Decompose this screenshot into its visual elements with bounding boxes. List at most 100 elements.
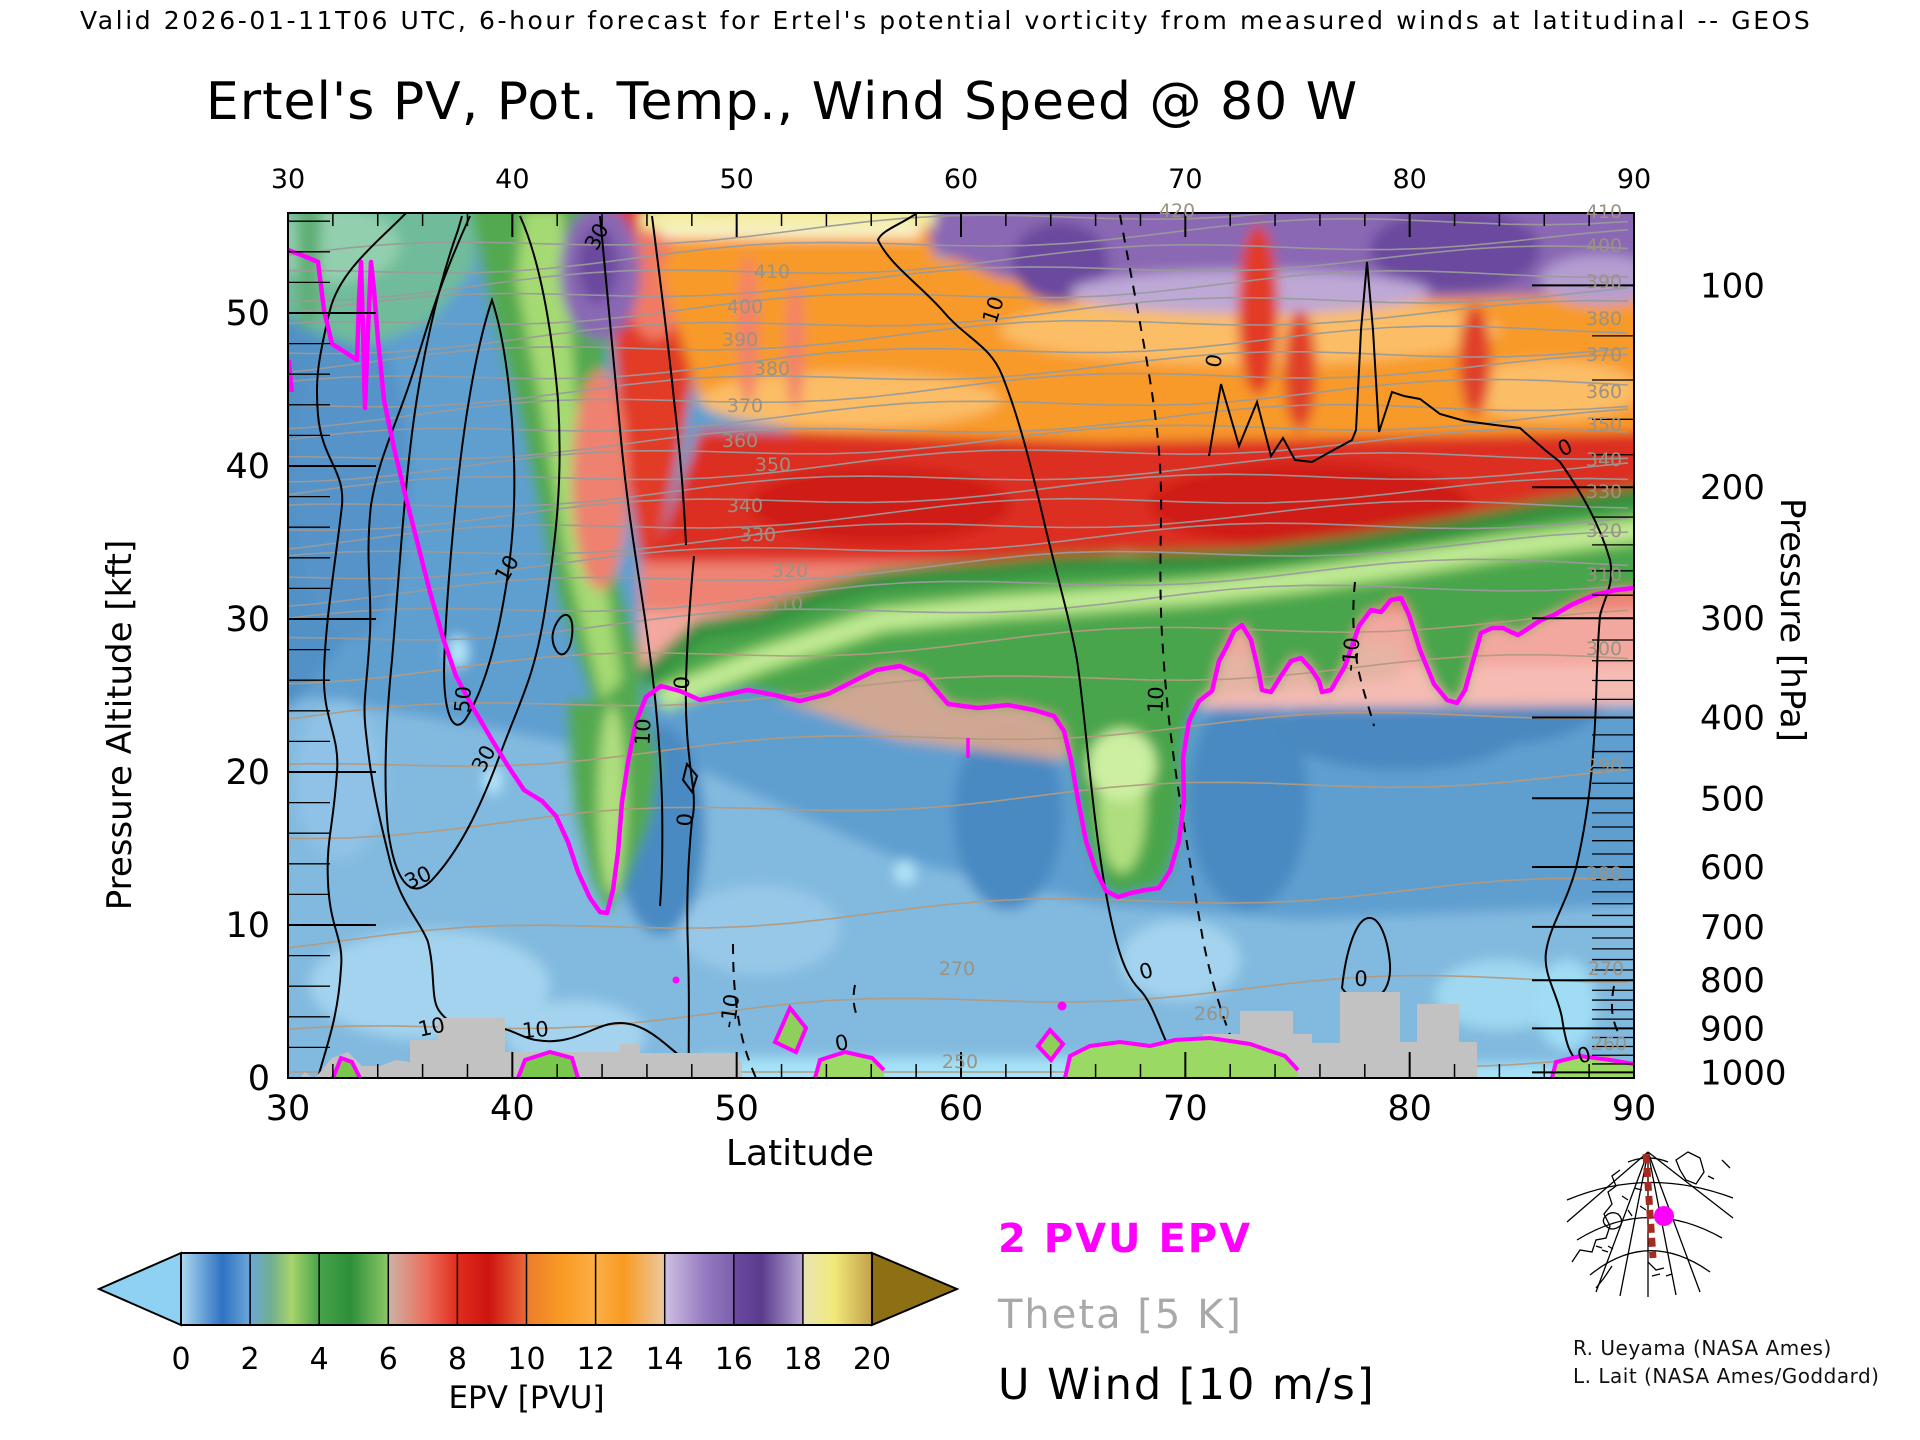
theta-line xyxy=(288,877,1629,949)
lat-label-bottom: 90 xyxy=(1612,1089,1657,1129)
theta-contour-label: 410 xyxy=(1586,201,1622,223)
lat-label-bottom: 70 xyxy=(1163,1089,1208,1129)
kft-label: 0 xyxy=(248,1059,270,1099)
theta-contour-label: 340 xyxy=(727,495,763,517)
theta-contour-label: 310 xyxy=(767,593,803,615)
theta-line xyxy=(288,403,1629,461)
theta-line xyxy=(288,531,1629,607)
lat-label-top: 40 xyxy=(495,164,529,195)
valid-time-header: Valid 2026-01-11T06 UTC, 6-hour forecast… xyxy=(80,6,1813,35)
inset-location-marker xyxy=(1654,1206,1674,1226)
theta-line xyxy=(288,347,1629,408)
theta-contour-label: 300 xyxy=(1586,638,1622,660)
kft-label: 10 xyxy=(225,906,270,946)
credit-line-2: L. Lait (NASA Ames/Goddard) xyxy=(1573,1364,1880,1388)
wind-contour-label: 0 xyxy=(1575,1042,1594,1069)
theta-contour-label: 400 xyxy=(1586,235,1622,257)
theta-line xyxy=(288,517,1629,580)
hpa-label: 100 xyxy=(1700,266,1765,306)
theta-contour-label: 380 xyxy=(754,358,790,380)
lat-label-bottom: 80 xyxy=(1387,1089,1432,1129)
theta-line xyxy=(288,245,1629,314)
page-title: Ertel's PV, Pot. Temp., Wind Speed @ 80 … xyxy=(205,72,1359,132)
hpa-label: 700 xyxy=(1700,908,1765,948)
colorbar-tick-label: 16 xyxy=(715,1342,753,1377)
colorbar-cell xyxy=(733,1253,803,1325)
theta-line xyxy=(288,462,1629,532)
colorbar-cell xyxy=(181,1253,251,1325)
axis-ticks xyxy=(287,213,1635,1079)
theta-line xyxy=(288,584,1629,641)
wind-contour-label: 10 xyxy=(631,718,656,746)
lat-label-bottom: 30 xyxy=(266,1089,311,1129)
lat-label-top: 70 xyxy=(1168,164,1202,195)
colorbar-cell xyxy=(595,1253,665,1325)
colorbar-tick-label: 18 xyxy=(784,1342,822,1377)
theta-contour-label: 370 xyxy=(1586,344,1622,366)
theta-contour-label: 270 xyxy=(1588,958,1624,980)
lat-label-top: 80 xyxy=(1392,164,1426,195)
theta-line xyxy=(288,353,1629,430)
kft-label: 50 xyxy=(225,294,270,334)
colorbar-tick-label: 10 xyxy=(507,1342,545,1377)
theta-line xyxy=(288,378,1629,441)
theta-contour-label: 390 xyxy=(722,329,758,351)
legend-theta: Theta [5 K] xyxy=(998,1292,1243,1338)
wind-contour-label: 10 xyxy=(521,1017,550,1043)
theta-contour-label: 400 xyxy=(727,296,763,318)
lat-label-top: 50 xyxy=(719,164,753,195)
theta-line xyxy=(288,653,1629,720)
lat-label-top: 30 xyxy=(271,164,305,195)
wind-contour-label: 0 xyxy=(673,813,697,827)
theta-line xyxy=(288,217,1629,274)
hpa-label: 400 xyxy=(1700,698,1765,738)
theta-contour-label: 320 xyxy=(1586,520,1622,542)
wind-contour-label: -10 xyxy=(1338,636,1365,672)
colorbar-tick-label: 20 xyxy=(853,1342,891,1377)
theta-contour-label: 270 xyxy=(939,958,975,980)
theta-line xyxy=(288,213,1280,257)
theta-contour-label: 410 xyxy=(754,261,790,283)
colorbar-cell xyxy=(457,1253,527,1325)
theta-line xyxy=(288,609,1629,685)
colorbar-cell xyxy=(388,1253,458,1325)
wind-contour-label: 0 xyxy=(1354,967,1367,991)
hpa-label: 300 xyxy=(1700,599,1765,639)
hpa-label: 200 xyxy=(1700,468,1765,508)
kft-label: 20 xyxy=(225,753,270,793)
colorbar-over-arrow xyxy=(871,1251,960,1327)
theta-contour-label: 360 xyxy=(1586,381,1622,403)
wind-contour-label: -10 xyxy=(716,992,745,1029)
theta-line xyxy=(288,500,1629,557)
colorbar-under-arrow xyxy=(96,1251,182,1327)
colorbar-tick-label: 2 xyxy=(241,1342,260,1377)
theta-contour-label: 420 xyxy=(1159,200,1195,222)
hpa-label: 1000 xyxy=(1700,1053,1787,1093)
x-axis-label: Latitude xyxy=(725,1133,875,1174)
colorbar-tick-label: 4 xyxy=(310,1342,329,1377)
theta-contour-label: 280 xyxy=(1586,863,1622,885)
inset-transect-line xyxy=(1642,1153,1657,1259)
legend-2pvu-epv: 2 PVU EPV xyxy=(998,1216,1253,1262)
inset-coastlines xyxy=(1571,1151,1731,1289)
theta-contour-label: 340 xyxy=(1586,449,1622,471)
theta-contour-label: 380 xyxy=(1586,308,1622,330)
wind-contour-label: 0 xyxy=(670,676,694,690)
theta-contour-label: 350 xyxy=(1586,414,1622,436)
theta-contour-label: 260 xyxy=(1194,1003,1230,1025)
hpa-label: 800 xyxy=(1700,961,1765,1001)
axis-tick-labels: 3030404050506060707080809090010203040501… xyxy=(225,164,1786,1129)
lat-label-bottom: 40 xyxy=(490,1089,535,1129)
theta-contour-label: 390 xyxy=(1586,271,1622,293)
colorbar-tick-label: 8 xyxy=(448,1342,467,1377)
credit-line-1: R. Ueyama (NASA Ames) xyxy=(1573,1336,1832,1360)
theta-contour-label: 350 xyxy=(755,454,791,476)
theta-line xyxy=(288,558,1629,620)
hpa-label: 500 xyxy=(1700,779,1765,819)
hpa-label: 900 xyxy=(1700,1009,1765,1049)
colorbar-tick-label: 6 xyxy=(379,1342,398,1377)
wind-contour-label: 10 xyxy=(1144,686,1169,714)
theta-line xyxy=(288,228,1629,303)
